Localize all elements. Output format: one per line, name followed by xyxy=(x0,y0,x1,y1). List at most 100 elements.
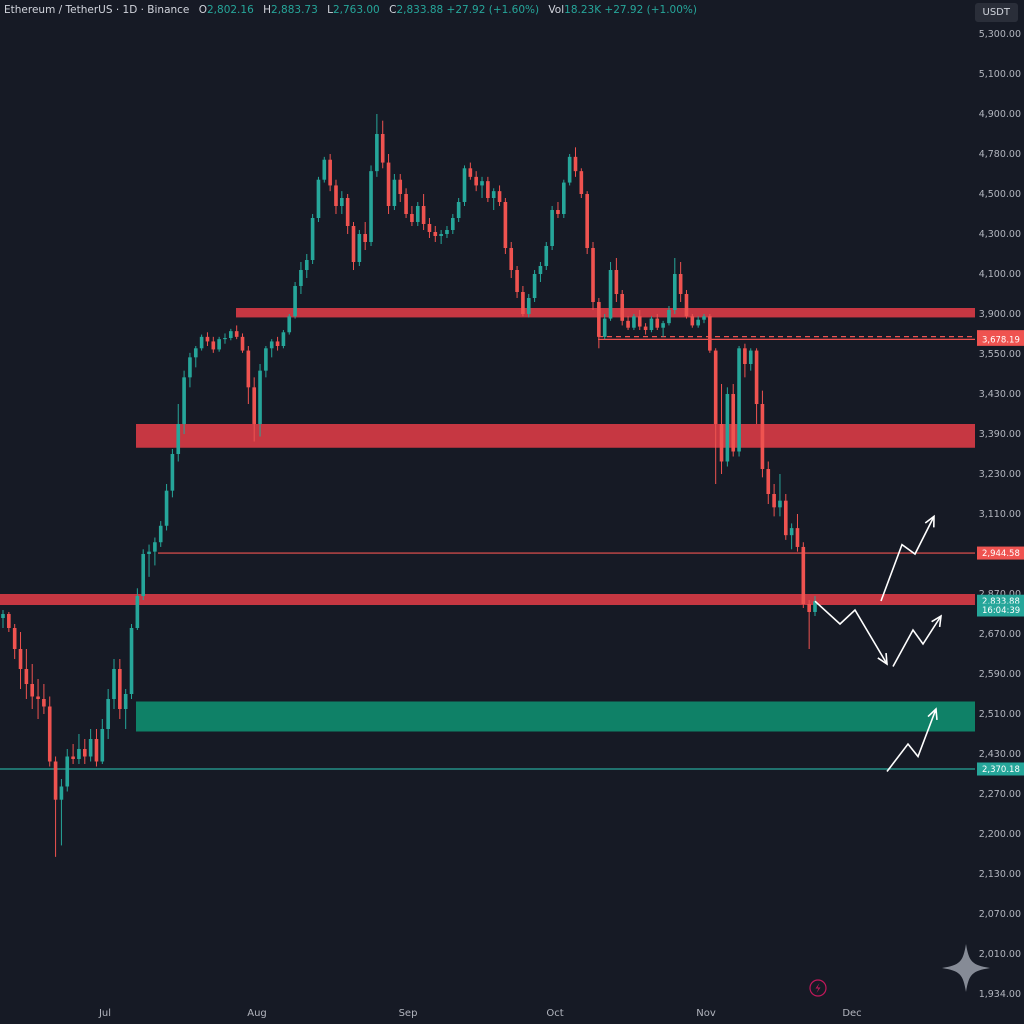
candle-body[interactable] xyxy=(82,749,87,757)
lightning-icon[interactable] xyxy=(809,979,827,997)
candle-body[interactable] xyxy=(53,761,58,800)
candle-body[interactable] xyxy=(667,310,671,324)
candle-body[interactable] xyxy=(246,350,251,388)
candle-body[interactable] xyxy=(88,739,93,757)
candle-body[interactable] xyxy=(30,684,35,697)
candle-body[interactable] xyxy=(462,168,467,202)
candle-body[interactable] xyxy=(532,274,537,298)
price-tag[interactable] xyxy=(977,603,1024,617)
candle-body[interactable] xyxy=(579,171,584,194)
candle-body[interactable] xyxy=(229,331,233,338)
candle-body[interactable] xyxy=(585,194,589,248)
candle-body[interactable] xyxy=(783,500,788,536)
candle-body[interactable] xyxy=(328,159,332,186)
candle-body[interactable] xyxy=(754,350,759,404)
candle-body[interactable] xyxy=(252,387,257,424)
candle-body[interactable] xyxy=(655,318,660,328)
candle-body[interactable] xyxy=(12,628,17,649)
candle-body[interactable] xyxy=(766,469,771,494)
candle-body[interactable] xyxy=(626,320,630,328)
price-tag[interactable] xyxy=(977,762,1024,776)
candle-body[interactable] xyxy=(807,604,811,612)
candle-body[interactable] xyxy=(199,336,204,349)
candle-body[interactable] xyxy=(415,206,420,222)
candle-body[interactable] xyxy=(205,336,210,342)
candle-body[interactable] xyxy=(386,162,391,206)
candle-body[interactable] xyxy=(445,230,449,234)
resistance-zone[interactable] xyxy=(0,594,975,605)
candle-body[interactable] xyxy=(480,181,484,186)
candle-body[interactable] xyxy=(486,181,490,198)
candle-body[interactable] xyxy=(135,596,140,628)
candle-body[interactable] xyxy=(602,318,607,337)
resistance-zone[interactable] xyxy=(136,424,975,448)
candle-body[interactable] xyxy=(153,542,157,552)
candle-body[interactable] xyxy=(690,316,695,326)
candle-body[interactable] xyxy=(59,786,64,800)
resistance-zone[interactable] xyxy=(236,308,975,318)
candle-body[interactable] xyxy=(375,134,379,172)
candle-body[interactable] xyxy=(77,749,81,759)
candle-body[interactable] xyxy=(369,171,373,242)
candle-body[interactable] xyxy=(439,234,443,236)
symbol-name[interactable]: Ethereum / TetherUS · 1D · Binance xyxy=(4,4,190,16)
candle-body[interactable] xyxy=(380,134,385,163)
candle-body[interactable] xyxy=(234,331,239,337)
candle-body[interactable] xyxy=(299,270,303,286)
candle-body[interactable] xyxy=(509,248,514,270)
candle-body[interactable] xyxy=(398,179,403,194)
candle-body[interactable] xyxy=(7,614,11,628)
candle-body[interactable] xyxy=(643,326,648,330)
candle-body[interactable] xyxy=(591,248,595,302)
candle-body[interactable] xyxy=(421,206,426,224)
candle-body[interactable] xyxy=(567,156,572,183)
candle-body[interactable] xyxy=(748,350,753,364)
candle-body[interactable] xyxy=(211,341,216,350)
candle-body[interactable] xyxy=(801,546,806,604)
candle-body[interactable] xyxy=(772,494,776,508)
candle-body[interactable] xyxy=(614,270,619,294)
candle-body[interactable] xyxy=(515,270,519,292)
candle-body[interactable] xyxy=(538,266,543,274)
candle-body[interactable] xyxy=(661,323,665,328)
candle-body[interactable] xyxy=(1,614,5,618)
candle-body[interactable] xyxy=(304,260,309,270)
candle-body[interactable] xyxy=(47,706,52,762)
candle-body[interactable] xyxy=(497,191,502,202)
candle-body[interactable] xyxy=(182,377,186,424)
candle-body[interactable] xyxy=(743,348,747,364)
candle-body[interactable] xyxy=(363,234,367,242)
candle-body[interactable] xyxy=(456,202,461,218)
support-zone[interactable] xyxy=(136,701,975,732)
candle-body[interactable] xyxy=(217,339,221,350)
candle-body[interactable] xyxy=(158,525,163,543)
candle-body[interactable] xyxy=(427,224,432,232)
candle-body[interactable] xyxy=(357,234,362,262)
candle-body[interactable] xyxy=(597,302,601,337)
candle-body[interactable] xyxy=(334,185,338,206)
candle-body[interactable] xyxy=(760,404,765,469)
candle-body[interactable] xyxy=(293,286,297,317)
candle-body[interactable] xyxy=(608,270,613,319)
candle-body[interactable] xyxy=(544,246,549,266)
candle-body[interactable] xyxy=(141,554,146,596)
candle-body[interactable] xyxy=(275,341,280,346)
candle-body[interactable] xyxy=(451,218,455,230)
candle-body[interactable] xyxy=(223,338,227,340)
currency-button[interactable]: USDT xyxy=(974,3,1018,22)
candle-body[interactable] xyxy=(573,156,578,172)
candle-body[interactable] xyxy=(94,739,99,762)
candle-body[interactable] xyxy=(672,274,677,310)
candle-body[interactable] xyxy=(708,316,712,351)
candle-body[interactable] xyxy=(725,394,730,462)
candle-body[interactable] xyxy=(521,292,525,314)
price-tag[interactable] xyxy=(977,332,1024,346)
candle-body[interactable] xyxy=(18,649,23,669)
candle-body[interactable] xyxy=(795,528,800,547)
candle-body[interactable] xyxy=(632,316,636,328)
candle-body[interactable] xyxy=(164,490,169,526)
candle-body[interactable] xyxy=(193,348,198,358)
candle-body[interactable] xyxy=(392,179,397,206)
candle-body[interactable] xyxy=(106,699,110,729)
candle-body[interactable] xyxy=(351,226,356,262)
